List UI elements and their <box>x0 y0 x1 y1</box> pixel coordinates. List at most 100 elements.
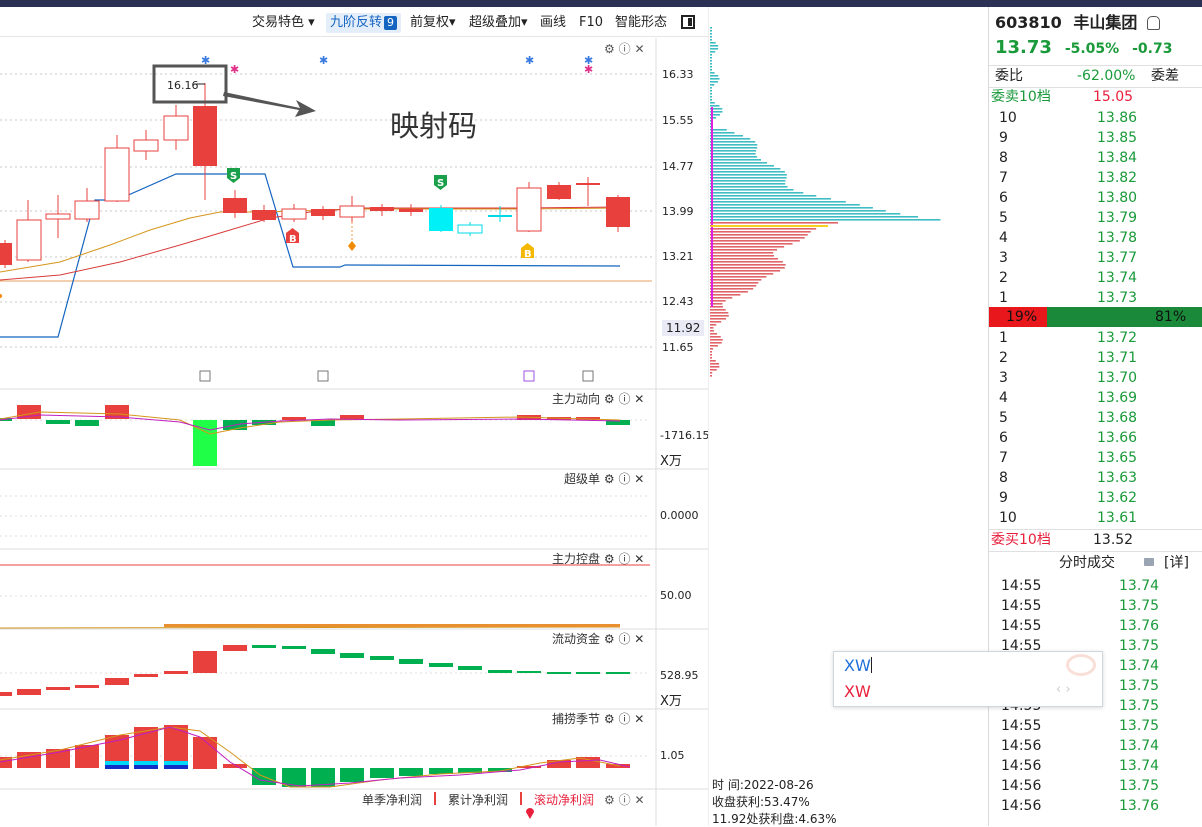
chip-bar <box>710 174 787 176</box>
close-icon[interactable]: ✕ <box>634 632 645 646</box>
event-icons <box>199 370 594 382</box>
tab-rolling-profit[interactable]: 滚动净利润 <box>534 793 595 807</box>
buy-level-row[interactable]: 3 13.70 <box>989 368 1202 388</box>
chip-bar <box>710 321 722 323</box>
close-icon[interactable]: ✕ <box>634 42 645 56</box>
chip-time: 时 间:2022-08-26 <box>712 778 814 792</box>
buy-level-row[interactable]: 7 13.65 <box>989 448 1202 468</box>
tick-time: 14:55 <box>1001 598 1042 614</box>
help-icon[interactable]: ⓘ <box>618 793 631 807</box>
buy-level-row[interactable]: 2 13.71 <box>989 348 1202 368</box>
settings-icon[interactable]: ⚙ <box>603 632 615 646</box>
tab-quarterly-profit[interactable]: 单季净利润 <box>362 793 423 807</box>
panel-title-text: 捕捞季节 <box>552 712 601 726</box>
lock-icon[interactable] <box>1144 558 1154 566</box>
bell-icon[interactable] <box>1146 16 1160 30</box>
trade-features-menu[interactable]: 交易特色 ▾ <box>252 15 315 30</box>
panel-liquid-funds <box>0 645 650 696</box>
draw-line-button[interactable]: 画线 <box>540 15 567 30</box>
pager-arrows-icon[interactable]: ‹ › <box>1056 682 1071 697</box>
wizard-input[interactable]: XW <box>844 656 872 675</box>
chip-bar <box>710 291 748 293</box>
buy-level-row[interactable]: 5 13.68 <box>989 408 1202 428</box>
buy-level-row[interactable]: 8 13.63 <box>989 468 1202 488</box>
help-icon[interactable]: ⓘ <box>618 42 631 56</box>
nine-step-reversal-button[interactable]: 九阶反转 9 <box>326 13 402 33</box>
buy-level-row[interactable]: 10 13.61 <box>989 508 1202 528</box>
chip-bar <box>710 81 719 83</box>
chip-bar <box>710 342 722 344</box>
close-icon[interactable]: ✕ <box>634 712 645 726</box>
svg-text:✱: ✱ <box>584 54 593 67</box>
annotation-text: 映射码 <box>390 109 477 143</box>
close-icon[interactable]: ✕ <box>634 472 645 486</box>
buy-level-row[interactable]: 4 13.69 <box>989 388 1202 408</box>
close-icon[interactable]: ✕ <box>634 552 645 566</box>
panel-value-5: 1.05 <box>660 749 685 762</box>
settings-icon[interactable]: ⚙ <box>604 793 615 807</box>
tab-cumulative-profit[interactable]: 累计净利润 <box>448 793 509 807</box>
sell-level-row[interactable]: 3 13.77 <box>989 248 1202 268</box>
level-number: 7 <box>999 170 1008 186</box>
settings-icon[interactable]: ⚙ <box>603 472 615 486</box>
chip-bar <box>710 108 723 110</box>
sell-level-row[interactable]: 9 13.85 <box>989 128 1202 148</box>
overlay-menu[interactable]: 超级叠加▾ <box>469 15 528 30</box>
chip-bar <box>710 309 726 311</box>
buy-level-row[interactable]: 6 13.66 <box>989 428 1202 448</box>
sell-level-row[interactable]: 10 13.86 <box>989 108 1202 128</box>
chip-bar <box>710 231 811 233</box>
help-icon[interactable]: ⓘ <box>618 472 631 486</box>
panel-title-text: 主力控盘 <box>552 552 601 566</box>
close-icon[interactable]: ✕ <box>634 793 645 807</box>
tick-price: 13.75 <box>1119 698 1160 714</box>
weibi-value: -62.00% <box>1077 68 1136 84</box>
chip-bar <box>710 297 733 299</box>
sell-level-row[interactable]: 2 13.74 <box>989 268 1202 288</box>
sell-level-row[interactable]: 4 13.78 <box>989 228 1202 248</box>
chip-bar <box>710 198 831 200</box>
level-number: 2 <box>999 270 1008 286</box>
tick-time: 14:55 <box>1001 718 1042 734</box>
buy-level-row[interactable]: 9 13.62 <box>989 488 1202 508</box>
adjust-menu[interactable]: 前复权▾ <box>410 15 456 30</box>
panel-title-super-order: 超级单 ⚙ ⓘ ✕ <box>564 470 644 487</box>
star-markers: ✱ ✱ ✱ ✱ ✱ ✱ <box>201 54 593 76</box>
svg-text:S: S <box>437 178 444 189</box>
wizard-suggestion[interactable]: XW <box>844 682 871 701</box>
help-icon[interactable]: ⓘ <box>618 712 631 726</box>
panel-fishing-season <box>0 725 650 788</box>
change-percent: -5.05% <box>1064 41 1120 57</box>
chip-bar <box>710 336 721 338</box>
price-line: 13.73 -5.05% -0.73 <box>989 38 1202 58</box>
layout-toggle-icon[interactable] <box>681 15 695 29</box>
settings-icon[interactable]: ⚙ <box>603 552 615 566</box>
help-icon[interactable]: ⓘ <box>618 632 631 646</box>
chip-bar <box>710 318 727 320</box>
ticks-detail-link[interactable]: [详] <box>1164 555 1189 571</box>
f10-button[interactable]: F10 <box>579 15 604 30</box>
kline-chart[interactable]: ✱ ✱ ✱ ✱ ✱ ✱ S S B B 16.16 映射码 <box>0 38 708 826</box>
tick-row: 14:55 13.74 <box>989 576 1202 596</box>
sell-level-row[interactable]: 5 13.79 <box>989 208 1202 228</box>
smart-pattern-button[interactable]: 智能形态 <box>615 15 668 30</box>
help-icon[interactable]: ⓘ <box>618 392 631 406</box>
buy-level-row[interactable]: 1 13.72 <box>989 328 1202 348</box>
chip-bar <box>710 114 721 116</box>
chip-bar <box>710 351 712 353</box>
buy10-value: 13.52 <box>1093 532 1134 548</box>
help-icon[interactable]: ⓘ <box>618 552 631 566</box>
sell-level-row[interactable]: 8 13.84 <box>989 148 1202 168</box>
settings-icon[interactable]: ⚙ <box>603 712 615 726</box>
settings-icon[interactable]: ⚙ <box>603 392 615 406</box>
close-icon[interactable]: ✕ <box>634 392 645 406</box>
sell-level-row[interactable]: 6 13.80 <box>989 188 1202 208</box>
chip-bar <box>710 276 767 278</box>
sell-level-row[interactable]: 7 13.82 <box>989 168 1202 188</box>
chip-bar <box>710 150 757 152</box>
sell-level-row[interactable]: 1 13.73 <box>989 288 1202 308</box>
settings-icon[interactable]: ⚙ <box>604 42 615 56</box>
ticks-header: 分时成交 [详] <box>989 553 1202 573</box>
diamond-marker <box>348 241 356 251</box>
stock-code: 603810 <box>995 13 1062 32</box>
